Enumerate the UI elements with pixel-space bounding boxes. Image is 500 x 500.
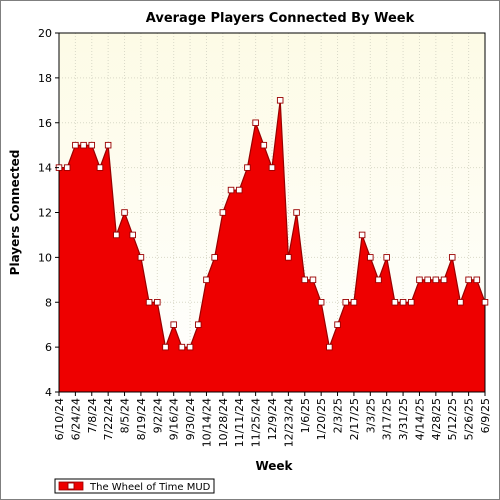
data-point: [276, 97, 284, 104]
chart-title: Average Players Connected By Week: [146, 11, 415, 26]
data-point: [211, 254, 218, 261]
x-tick-label: 10/14/24: [200, 398, 213, 447]
data-point: [391, 299, 399, 306]
data-point: [293, 209, 300, 216]
x-tick-label: 3/3/25: [364, 398, 377, 433]
data-point: [350, 299, 358, 306]
data-point: [399, 299, 407, 306]
x-tick-label: 3/31/25: [397, 398, 410, 440]
y-tick-label: 12: [38, 207, 52, 220]
data-point: [408, 299, 415, 306]
x-tick-label: 6/9/25: [479, 398, 492, 433]
x-axis-label: Week: [255, 459, 293, 473]
data-point: [219, 209, 227, 216]
x-tick-label: 11/11/24: [233, 398, 246, 447]
y-axis-label: Players Connected: [8, 150, 22, 276]
data-point: [244, 164, 251, 171]
x-tick-label: 4/14/25: [413, 398, 426, 440]
data-point: [203, 276, 210, 284]
x-tick-label: 8/19/24: [135, 398, 148, 440]
data-point: [235, 186, 243, 194]
x-tick-label: 2/3/25: [332, 398, 345, 433]
data-point: [448, 254, 456, 261]
x-tick-label: 9/30/24: [184, 398, 197, 440]
data-point: [80, 141, 87, 149]
y-tick-label: 4: [45, 386, 52, 399]
data-point: [326, 343, 333, 351]
data-point: [145, 299, 153, 306]
y-tick-label: 10: [38, 251, 52, 264]
data-point: [309, 276, 317, 284]
x-tick-label: 4/28/25: [430, 398, 443, 440]
x-tick-label: 3/17/25: [381, 398, 394, 440]
x-tick-label: 7/8/24: [86, 398, 99, 433]
y-tick-label: 6: [45, 341, 52, 354]
x-tick-label: 2/17/25: [348, 398, 361, 440]
data-point: [129, 231, 136, 239]
data-point: [473, 276, 481, 284]
data-point: [96, 164, 104, 171]
data-point: [162, 343, 169, 351]
x-tick-label: 9/2/24: [151, 398, 164, 433]
y-tick-label: 16: [38, 117, 52, 130]
data-point: [317, 299, 325, 306]
data-point: [252, 119, 259, 126]
data-point: [195, 321, 202, 328]
data-point: [457, 299, 464, 306]
data-point: [104, 141, 112, 149]
data-point: [137, 254, 145, 261]
data-point: [383, 254, 390, 261]
data-point: [121, 209, 128, 216]
y-tick-label: 14: [38, 162, 52, 175]
x-tick-label: 5/12/25: [446, 398, 459, 440]
series-area: [59, 100, 485, 392]
data-point: [227, 186, 235, 194]
x-tick-label: 8/5/24: [119, 398, 132, 433]
data-point: [432, 276, 440, 284]
legend: The Wheel of Time MUD: [54, 478, 215, 494]
data-point: [440, 276, 448, 284]
data-point: [465, 276, 472, 284]
x-tick-label: 5/26/25: [463, 398, 476, 440]
data-point: [260, 141, 268, 149]
x-tick-label: 1/6/25: [299, 398, 312, 433]
y-tick-label: 20: [38, 27, 52, 40]
x-tick-label: 12/23/24: [282, 398, 295, 447]
data-point: [481, 299, 489, 306]
data-point: [342, 299, 349, 306]
legend-box: [54, 478, 215, 494]
y-tick-label: 18: [38, 72, 52, 85]
data-point: [375, 276, 382, 284]
data-point: [113, 231, 120, 239]
x-tick-label: 10/28/24: [217, 398, 230, 447]
data-point: [334, 321, 341, 328]
x-tick-label: 7/22/24: [102, 398, 115, 440]
data-point: [285, 254, 292, 261]
data-point: [416, 276, 423, 284]
legend-series-name: The Wheel of Time MUD: [89, 482, 211, 493]
y-tick-label: 8: [45, 296, 52, 309]
data-point: [268, 164, 276, 171]
data-point: [186, 343, 194, 351]
x-tick-label: 6/10/24: [53, 398, 66, 440]
data-point: [178, 343, 186, 351]
x-tick-label: 12/9/24: [266, 398, 279, 440]
data-point: [170, 321, 177, 328]
x-tick-label: 11/25/24: [250, 398, 263, 447]
x-tick-label: 9/16/24: [168, 398, 181, 440]
data-point: [424, 276, 431, 284]
data-point: [63, 164, 71, 171]
x-tick-label: 1/20/25: [315, 398, 328, 440]
data-point: [154, 299, 161, 306]
data-point: [72, 141, 79, 149]
data-point: [88, 141, 96, 149]
data-point: [301, 276, 309, 284]
data-point: [358, 231, 366, 239]
x-tick-label: 6/24/24: [69, 398, 82, 440]
legend-marker: [67, 482, 75, 490]
data-point: [367, 254, 374, 261]
